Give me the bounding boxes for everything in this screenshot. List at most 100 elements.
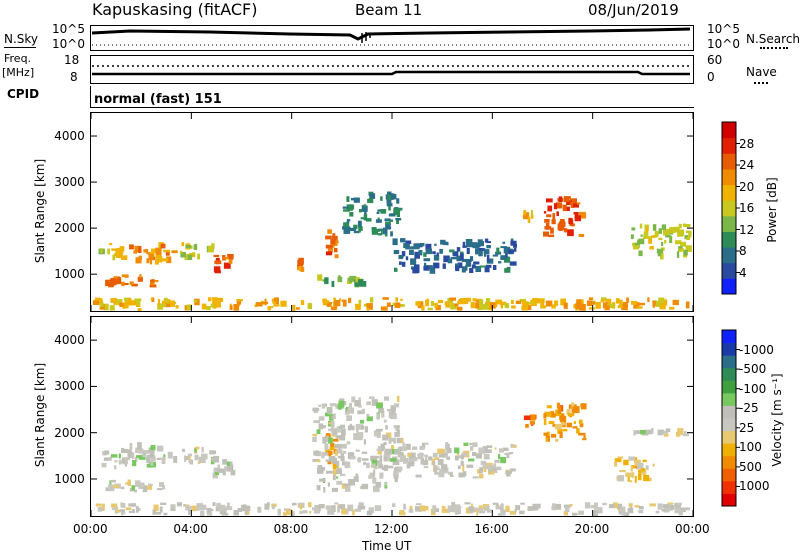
data-cell [101,462,107,468]
data-cell [421,305,425,311]
data-cell [415,474,422,478]
data-cell [637,462,644,470]
data-cell [392,238,398,246]
data-cell [484,266,490,273]
data-cell [507,249,515,254]
data-cell [496,247,500,254]
data-cell [648,237,652,244]
data-cell [559,415,567,423]
data-cell [364,210,367,215]
beam-title: Beam 11 [355,1,423,19]
data-cell [317,467,324,474]
data-cell [567,413,574,417]
data-cell [498,513,502,516]
power-colorbar-tick-label: 28 [739,136,755,151]
data-cell [536,503,541,509]
data-cell [570,201,575,208]
data-cell [222,469,226,476]
colorbar-segment [722,200,736,217]
data-cell [628,503,633,507]
data-cell [562,204,567,212]
data-cell [129,487,132,492]
data-cell [108,282,114,288]
colorbar-segment [722,278,736,295]
data-cell [339,298,342,301]
data-cell [445,442,449,448]
data-cell [632,245,640,250]
data-cell [459,251,464,255]
data-cell [670,505,675,510]
data-cell [121,509,124,516]
data-cell [439,248,443,254]
data-cell [445,303,450,308]
data-cell [392,503,396,508]
data-cell [318,504,325,509]
data-cell [401,446,407,451]
data-cell [399,455,406,462]
data-cell [658,228,662,234]
data-cell [324,412,330,417]
data-cell [104,450,110,455]
data-cell [380,196,383,201]
data-cell [486,254,490,262]
data-cell [357,410,365,415]
data-cell [378,464,384,469]
data-cell [426,265,433,270]
freq-tick-bottom: 8 [70,70,78,84]
data-cell [356,437,363,441]
data-cell [339,435,346,441]
y-tick-label: 1000 [54,267,85,282]
data-cell [343,209,350,212]
data-cell [273,304,280,307]
data-cell [358,502,364,509]
data-cell [355,423,361,430]
data-cell [642,236,648,239]
data-cell [95,503,102,507]
velocity-colorbar [721,329,740,507]
data-cell [230,464,234,468]
data-cell [592,301,595,305]
data-cell [393,471,398,477]
data-cell [397,467,401,473]
data-cell [469,256,474,260]
data-cell [487,465,493,470]
data-cell [322,452,329,456]
data-cell [477,305,483,310]
data-cell [401,251,406,257]
cpid-label: CPID [7,87,40,101]
data-cell [376,428,383,432]
power-colorbar-label: Power [dB] [765,177,779,243]
data-cell [678,509,683,516]
data-cell [486,258,494,264]
data-cell [626,297,629,303]
data-cell [196,503,204,509]
data-cell [354,508,362,512]
data-cell [341,443,347,449]
data-cell [392,302,395,307]
data-cell [576,299,582,305]
data-cell [498,261,502,264]
velocity-plot [90,317,694,516]
colorbar-segment [722,355,736,369]
data-cell [299,510,303,514]
colorbar-segment [722,168,736,186]
data-cell [380,209,387,214]
data-cell [122,457,128,465]
data-cell [327,407,333,414]
colorbar-segment [722,493,736,507]
data-cell [142,452,147,456]
data-cell [552,213,556,220]
data-cell [170,504,176,511]
data-cell [347,280,352,284]
data-cell [550,227,554,234]
data-cell [112,506,118,511]
data-cell [438,471,445,478]
data-cell [331,235,338,241]
data-cell [560,298,566,306]
nsky-tick-top: 10^5 [52,22,85,36]
data-cell [97,507,103,512]
data-region [614,456,655,483]
data-cell [382,434,389,441]
data-cell [515,505,521,511]
data-cell [359,419,365,424]
